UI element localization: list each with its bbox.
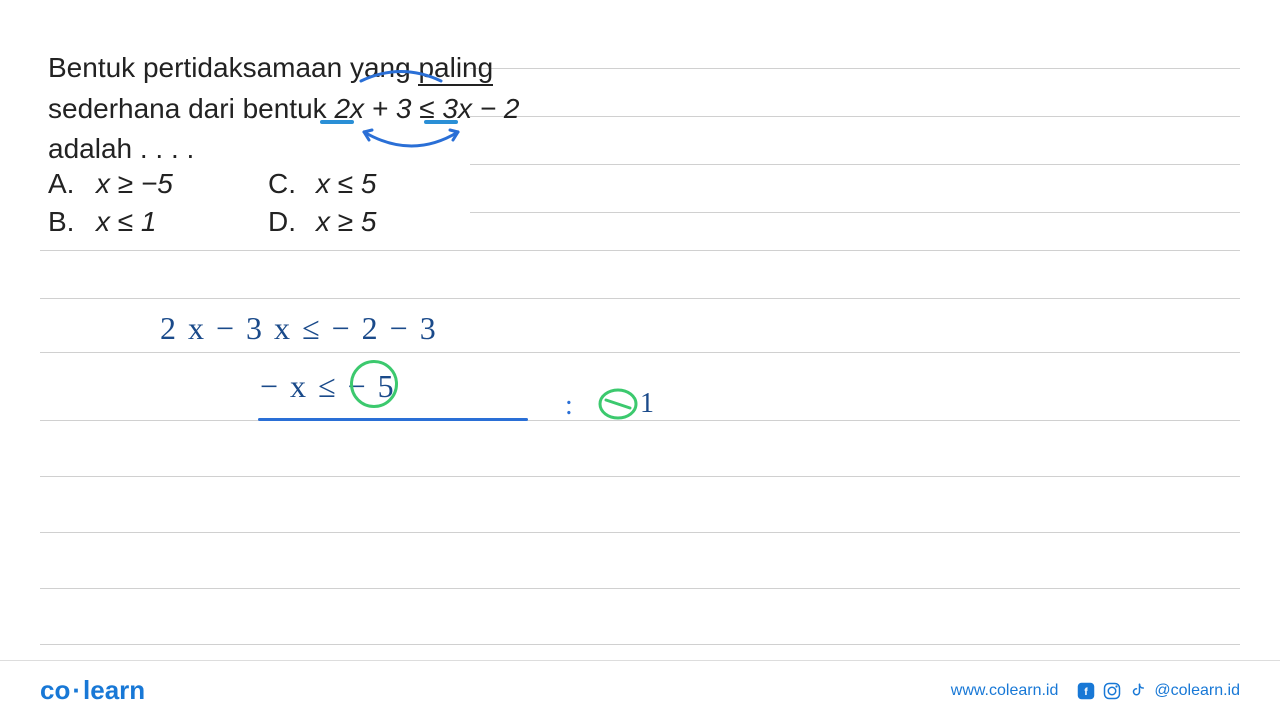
logo-dot-icon: · [72,675,81,705]
handwriting-line1: 2 x − 3 x ≤ − 2 − 3 [160,310,438,347]
handwriting-one: 1 [640,388,654,420]
annotation-swap-arrow-icon [352,124,470,158]
option-a: A. x ≥ −5 [48,168,268,200]
tiktok-icon [1128,681,1148,701]
footer-url: www.colearn.id [951,682,1059,700]
handwriting-colon: : [565,390,573,422]
footer-bar: co·learn www.colearn.id f @colearn.id [0,660,1280,720]
social-icons: f @colearn.id [1076,681,1240,701]
option-d: D. x ≥ 5 [268,206,488,238]
option-a-letter: A. [48,168,78,200]
annotation-underline-2x [320,120,354,124]
option-d-letter: D. [268,206,298,238]
annotation-paling-curve-icon [356,66,446,86]
annotation-circle-leq-icon [350,360,398,408]
instagram-icon [1102,681,1122,701]
option-a-text: x ≥ −5 [96,168,173,200]
answer-options: A. x ≥ −5 C. x ≤ 5 B. x ≤ 1 D. x ≥ 5 [48,168,488,238]
option-b-letter: B. [48,206,78,238]
logo-left: co [40,675,70,705]
q-line2-pre: sederhana dari bentuk [48,93,334,124]
footer-handle: @colearn.id [1154,682,1240,700]
svg-text:f: f [1085,685,1089,697]
option-d-text: x ≥ 5 [316,206,377,238]
logo-right: learn [83,675,145,705]
option-c-letter: C. [268,168,298,200]
facebook-icon: f [1076,681,1096,701]
q-line2-expr: 2x + 3 ≤ 3x − 2 [334,93,519,124]
annotation-circle-small-icon [596,386,640,422]
option-b: B. x ≤ 1 [48,206,268,238]
option-b-text: x ≤ 1 [96,206,157,238]
handwriting-divider [258,418,528,421]
footer-right: www.colearn.id f @colearn.id [951,681,1240,701]
option-c: C. x ≤ 5 [268,168,488,200]
option-c-text: x ≤ 5 [316,168,377,200]
brand-logo: co·learn [40,675,145,706]
